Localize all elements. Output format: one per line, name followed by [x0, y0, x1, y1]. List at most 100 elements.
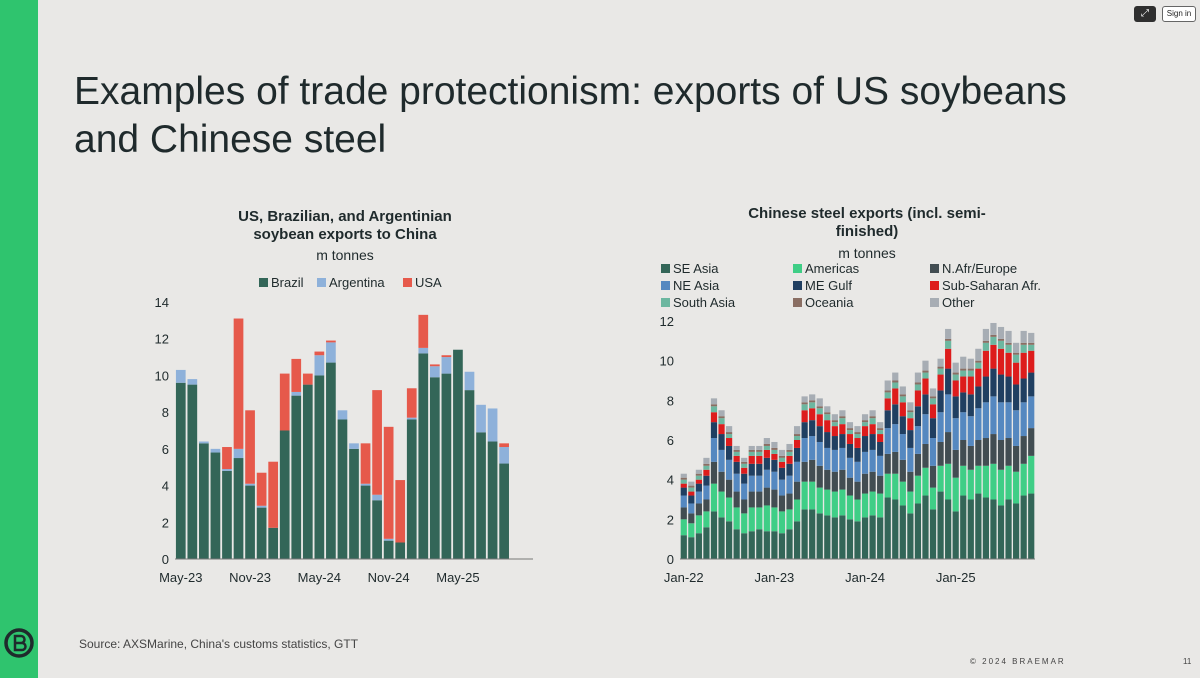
bar-segment — [824, 489, 831, 516]
bar-segment — [372, 500, 382, 559]
y-tick-label: 8 — [667, 393, 674, 408]
bar-segment — [718, 491, 725, 518]
bar-segment — [801, 396, 808, 403]
bar-segment — [725, 521, 733, 559]
bar-segment — [1005, 330, 1012, 343]
bar-segment — [809, 408, 816, 421]
source-note: Source: AXSMarine, China's customs stati… — [79, 637, 359, 651]
bar-segment — [884, 473, 891, 498]
sign-in-button[interactable]: Sign in — [1162, 6, 1196, 22]
bar-segment — [302, 373, 313, 385]
bar-segment — [748, 445, 755, 450]
bar-segment — [710, 511, 718, 559]
bar-segment — [1028, 344, 1035, 351]
bar-segment — [1013, 503, 1020, 559]
compress-icon[interactable]: ⤢ — [1134, 6, 1156, 22]
bar-segment — [997, 338, 1005, 341]
bar-segment — [884, 398, 891, 411]
bar-segment — [1020, 344, 1027, 353]
y-tick-label: 4 — [162, 479, 169, 494]
bar-segment — [960, 376, 967, 393]
bar-segment — [839, 416, 846, 419]
bar-segment — [877, 428, 884, 431]
bar-segment — [839, 489, 846, 516]
bar-segment — [710, 406, 718, 413]
bar-segment — [429, 364, 440, 367]
bar-segment — [990, 396, 997, 435]
bar-segment — [990, 334, 997, 337]
bar-segment — [718, 424, 725, 435]
bar-segment — [733, 451, 740, 456]
bar-segment — [476, 432, 486, 559]
bar-segment — [907, 513, 914, 559]
y-tick-label: 10 — [155, 368, 169, 383]
bar-segment — [892, 382, 899, 389]
bar-segment — [982, 350, 990, 377]
bar-segment — [899, 459, 906, 482]
bar-segment — [372, 390, 382, 495]
bar-segment — [907, 410, 914, 413]
bar-segment — [786, 443, 793, 450]
bar-segment — [945, 340, 952, 349]
bar-segment — [846, 434, 854, 444]
bar-segment — [945, 368, 952, 395]
bar-segment — [778, 495, 786, 512]
bar-segment — [453, 349, 463, 559]
bar-segment — [997, 402, 1005, 440]
bar-segment — [877, 434, 884, 442]
legend-swatch — [793, 281, 802, 290]
bar-segment — [846, 495, 854, 520]
bar-segment — [1020, 352, 1027, 379]
bar-segment — [756, 463, 763, 476]
y-tick-label: 0 — [667, 552, 674, 567]
legend-label: South Asia — [673, 295, 736, 310]
bar-segment — [914, 372, 922, 383]
legend-label: Sub-Saharan Afr. — [942, 278, 1041, 293]
bar-segment — [314, 351, 325, 356]
bar-segment — [831, 436, 838, 450]
bar-segment — [499, 443, 509, 448]
bar-segment — [1013, 445, 1020, 472]
bar-segment — [175, 382, 186, 559]
bar-segment — [741, 513, 748, 534]
legend-swatch — [403, 278, 412, 287]
bar-segment — [809, 436, 816, 460]
bar-segment — [975, 440, 982, 466]
bar-segment — [695, 483, 702, 492]
bar-segment — [360, 483, 371, 486]
bar-segment — [441, 357, 452, 374]
bar-segment — [256, 507, 267, 559]
bar-segment — [406, 419, 417, 559]
bar-segment — [967, 376, 974, 395]
bar-segment — [688, 523, 695, 538]
legend-label: Argentina — [329, 275, 385, 290]
bar-segment — [945, 432, 952, 464]
bar-segment — [418, 347, 429, 354]
bar-segment — [922, 370, 929, 373]
bar-segment — [854, 521, 861, 559]
x-tick-label: Jan-24 — [845, 570, 885, 585]
bar-segment — [741, 473, 748, 484]
y-tick-label: 6 — [667, 433, 674, 448]
bar-segment — [982, 328, 990, 341]
y-tick-label: 10 — [660, 354, 674, 369]
bar-segment — [809, 420, 816, 437]
bar-segment — [960, 440, 967, 466]
y-tick-label: 6 — [162, 442, 169, 457]
bar-segment — [869, 515, 876, 559]
bar-segment — [846, 457, 854, 478]
bar-segment — [884, 497, 891, 559]
bar-segment — [929, 396, 937, 399]
bar-segment — [733, 455, 740, 462]
legend-label: N.Afr/Europe — [942, 261, 1017, 276]
bar-segment — [952, 362, 959, 373]
bar-segment — [771, 489, 778, 508]
bar-segment — [302, 384, 313, 559]
bar-segment — [839, 424, 846, 435]
bar-segment — [975, 360, 982, 363]
bar-segment — [877, 430, 884, 435]
bar-segment — [487, 408, 498, 442]
bar-segment — [793, 436, 801, 440]
bar-segment — [741, 461, 748, 464]
bar-segment — [233, 448, 244, 459]
